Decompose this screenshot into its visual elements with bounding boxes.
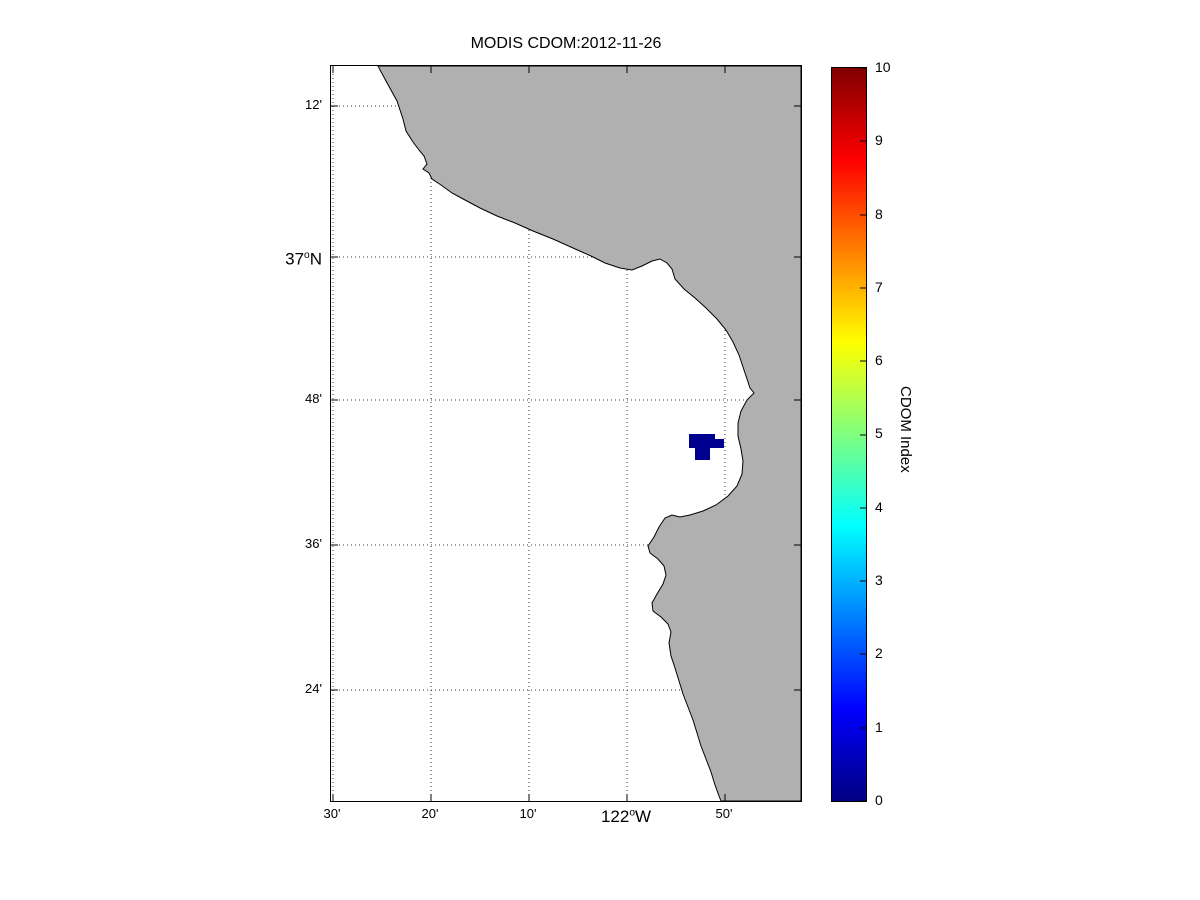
colorbar-tick-9: 9 <box>875 132 883 148</box>
y-tick-48min: 48' <box>305 391 322 406</box>
y-tick-36min: 36' <box>305 536 322 551</box>
colorbar-tick-10: 10 <box>875 59 891 75</box>
x-tick-10min: 10' <box>519 806 537 821</box>
map-plot-area <box>330 65 802 802</box>
y-tick-12min: 12' <box>305 97 322 112</box>
colorbar-tick-8: 8 <box>875 206 883 222</box>
colorbar-gradient <box>831 67 867 802</box>
x-hemisphere: W <box>635 807 652 826</box>
colorbar-label: CDOM Index <box>897 386 914 473</box>
y-tick-37N: 37oN <box>180 245 322 271</box>
map-canvas <box>331 66 801 801</box>
colorbar-tick-0: 0 <box>875 792 883 808</box>
cdom-data-patch <box>689 434 724 460</box>
y-hemisphere: N <box>309 249 322 269</box>
colorbar-tick-3: 3 <box>875 572 883 588</box>
x-tick-30min: 30' <box>323 806 341 821</box>
x-tick-122W: 122oW <box>566 807 686 827</box>
axis-tick-marks <box>331 66 801 801</box>
plot-title: MODIS CDOM:2012-11-26 <box>470 35 662 52</box>
colorbar-tick-6: 6 <box>875 352 883 368</box>
degree-superscript: o <box>629 807 635 819</box>
colorbar-tick-7: 7 <box>875 279 883 295</box>
x-tick-20min: 20' <box>421 806 439 821</box>
colorbar-tick-1: 1 <box>875 719 883 735</box>
colorbar-tick-marks <box>860 68 866 801</box>
colorbar-tick-4: 4 <box>875 499 883 515</box>
y-degree-value: 37 <box>285 249 305 269</box>
land-polygon <box>377 66 801 801</box>
colorbar-tick-2: 2 <box>875 645 883 661</box>
degree-superscript: o <box>304 250 310 261</box>
x-tick-50min: 50' <box>715 806 733 821</box>
colorbar-tick-5: 5 <box>875 425 883 441</box>
x-degree-value: 122 <box>600 807 630 826</box>
y-tick-24min: 24' <box>305 681 322 696</box>
